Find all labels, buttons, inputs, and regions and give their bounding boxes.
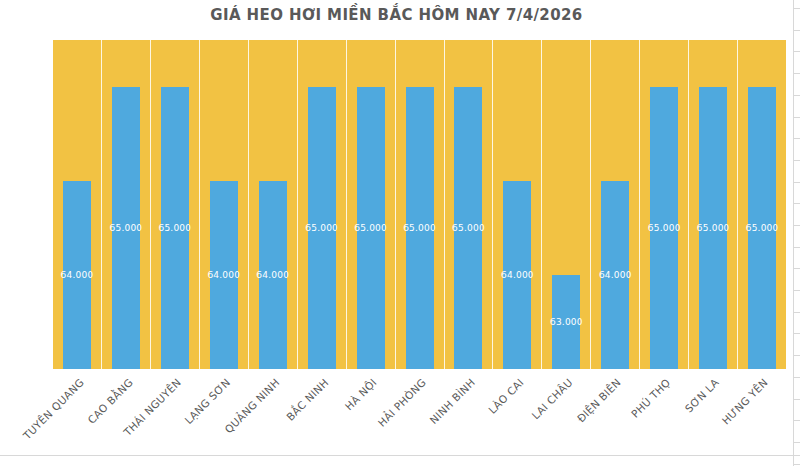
- bar-value-label: 64.000: [207, 270, 240, 280]
- category-slot: 64.000: [493, 40, 542, 369]
- bar-4: 64.000: [210, 181, 238, 369]
- bar-value-label: 65.000: [403, 223, 436, 233]
- bar-value-label: 65.000: [452, 223, 485, 233]
- sheet-row-gridline: [794, 138, 800, 139]
- bar-value-label: 64.000: [61, 270, 94, 280]
- sheet-row-gridline: [794, 355, 800, 356]
- sheet-row-gridline: [794, 464, 800, 465]
- bar-value-label: 65.000: [697, 223, 730, 233]
- bar-value-label: 64.000: [501, 270, 534, 280]
- sheet-row-gridline: [794, 333, 800, 334]
- category-slot: 63.000: [542, 40, 591, 369]
- category-label: NINH BÌNH: [427, 376, 477, 426]
- category-label: SƠN LA: [683, 376, 722, 415]
- sheet-row-gridline: [794, 420, 800, 421]
- category-slot: 65.000: [298, 40, 347, 369]
- bar-value-label: 63.000: [550, 317, 583, 327]
- bar-15: 65.000: [748, 87, 776, 369]
- category-slot: 64.000: [53, 40, 102, 369]
- category-label: LẠNG SƠN: [182, 376, 232, 426]
- sheet-row-gridline: [794, 8, 800, 9]
- sheet-row-gridline: [794, 399, 800, 400]
- category-slot: 65.000: [347, 40, 396, 369]
- sheet-row-gridline: [794, 182, 800, 183]
- category-label: ĐIỆN BIÊN: [575, 376, 623, 424]
- sheet-row-gridline: [794, 225, 800, 226]
- sheet-row-gridline: [794, 442, 800, 443]
- bar-10: 64.000: [503, 181, 531, 369]
- category-label: BẮC NINH: [283, 376, 330, 423]
- bar-1: 64.000: [63, 181, 91, 369]
- category-slot: 64.000: [591, 40, 640, 369]
- bar-8: 65.000: [406, 87, 434, 369]
- bar-value-label: 64.000: [256, 270, 289, 280]
- bar-value-label: 65.000: [305, 223, 338, 233]
- category-label: LAI CHÂU: [529, 376, 574, 421]
- category-slot: 65.000: [102, 40, 151, 369]
- bar-9: 65.000: [454, 87, 482, 369]
- bar-13: 65.000: [650, 87, 678, 369]
- bar-value-label: 65.000: [746, 223, 779, 233]
- sheet-row-gridline: [794, 51, 800, 52]
- category-label: QUẢNG NINH: [222, 376, 282, 436]
- bar-6: 65.000: [308, 87, 336, 369]
- category-slot: 64.000: [249, 40, 298, 369]
- sheet-row-gridline: [794, 95, 800, 96]
- category-slot: 65.000: [738, 40, 786, 369]
- sheet-row-gridline: [794, 377, 800, 378]
- bar-value-label: 64.000: [599, 270, 632, 280]
- category-slot: 65.000: [445, 40, 494, 369]
- bar-value-label: 65.000: [110, 223, 143, 233]
- category-label: HẢI PHÒNG: [375, 376, 428, 429]
- bar-14: 65.000: [699, 87, 727, 369]
- category-label: HÀ NỘI: [343, 376, 379, 412]
- bar-5: 64.000: [259, 181, 287, 369]
- sheet-row-gridline: [794, 203, 800, 204]
- bar-value-label: 65.000: [158, 223, 191, 233]
- bar-7: 65.000: [357, 87, 385, 369]
- bar-12: 64.000: [601, 181, 629, 369]
- sheet-row-gridline: [794, 117, 800, 118]
- category-slot: 65.000: [151, 40, 200, 369]
- category-label: HƯNG YÊN: [719, 376, 770, 427]
- category-label: CAO BẰNG: [85, 376, 135, 426]
- category-label: LÀO CAI: [486, 376, 526, 416]
- sheet-row-gridline: [794, 160, 800, 161]
- plot-area: 64.000 65.000 65.000 64.000 64.000 65.000 65.0…: [53, 40, 786, 369]
- bar-value-label: 65.000: [354, 223, 387, 233]
- sheet-column-gridline: [793, 0, 794, 466]
- category-label: TUYÊN QUANG: [20, 376, 86, 442]
- sheet-row-gridline-bottom: [0, 455, 800, 456]
- category-label: PHÚ THỌ: [628, 376, 672, 420]
- sheet-row-gridline: [794, 247, 800, 248]
- bar-2: 65.000: [112, 87, 140, 369]
- chart-object[interactable]: GIÁ HEO HƠI MIỀN BẮC HÔM NAY 7/4/2026 64…: [0, 0, 793, 455]
- sheet-row-gridline: [794, 290, 800, 291]
- bar-value-label: 65.000: [648, 223, 681, 233]
- category-slot: 65.000: [689, 40, 738, 369]
- category-slot: 64.000: [200, 40, 249, 369]
- sheet-row-gridline: [794, 268, 800, 269]
- sheet-row-gridline: [794, 30, 800, 31]
- category-label: THÁI NGUYÊN: [122, 376, 184, 438]
- bar-11: 63.000: [552, 275, 580, 369]
- category-slot: 65.000: [396, 40, 445, 369]
- chart-title: GIÁ HEO HƠI MIỀN BẮC HÔM NAY 7/4/2026: [0, 6, 793, 24]
- category-slot: 65.000: [640, 40, 689, 369]
- spreadsheet: GIÁ HEO HƠI MIỀN BẮC HÔM NAY 7/4/2026 64…: [0, 0, 800, 466]
- sheet-row-gridline: [794, 312, 800, 313]
- sheet-row-gridline: [794, 73, 800, 74]
- bar-3: 65.000: [161, 87, 189, 369]
